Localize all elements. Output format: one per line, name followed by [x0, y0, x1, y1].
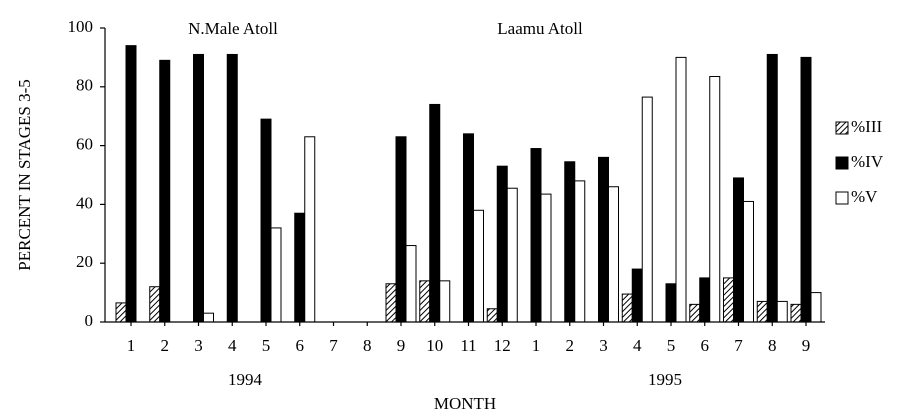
legend-label: %IV	[851, 152, 884, 171]
bar	[419, 280, 431, 323]
x-tick-label: 6	[296, 336, 305, 355]
x-axis-label: MONTH	[434, 394, 496, 413]
bar	[203, 312, 214, 323]
bar	[294, 212, 306, 323]
legend-swatch	[835, 156, 849, 170]
bar	[115, 302, 127, 323]
bar	[149, 286, 161, 323]
bar	[709, 76, 721, 323]
bar	[463, 133, 474, 323]
bar	[689, 303, 701, 323]
bar	[260, 118, 272, 323]
bar	[540, 193, 552, 323]
annotation: Laamu Atoll	[497, 19, 583, 38]
bar	[743, 200, 754, 323]
x-tick-label: 6	[701, 336, 710, 355]
legend-swatch	[835, 121, 849, 135]
year-label: 1994	[228, 370, 263, 389]
y-tick-label: 60	[76, 135, 93, 154]
bar	[756, 300, 768, 323]
y-axis-label: PERCENT IN STAGES 3-5	[15, 79, 34, 270]
legend-swatch	[835, 191, 849, 205]
bar	[486, 308, 498, 323]
x-tick-label: 9	[802, 336, 811, 355]
x-tick-label: 8	[363, 336, 372, 355]
x-tick-label: 7	[734, 336, 743, 355]
legend-label: %V	[851, 187, 878, 206]
bar	[429, 103, 441, 323]
bar	[790, 303, 802, 323]
y-tick-label: 0	[85, 311, 94, 330]
annotation: N.Male Atoll	[188, 19, 278, 38]
bar	[473, 209, 484, 323]
bar	[270, 227, 282, 323]
bar	[439, 280, 451, 323]
bar	[193, 53, 204, 323]
bar	[723, 277, 734, 323]
bar	[395, 136, 407, 323]
x-tick-label: 5	[667, 336, 676, 355]
x-tick-label: 3	[194, 336, 203, 355]
bar	[766, 53, 778, 323]
x-tick-label: 8	[768, 336, 777, 355]
legend-label: %III	[851, 117, 882, 136]
x-tick-label: 9	[397, 336, 406, 355]
bar	[530, 148, 542, 323]
bar	[564, 161, 576, 323]
bar	[608, 186, 619, 323]
x-tick-label: 4	[228, 336, 237, 355]
bar	[496, 165, 508, 323]
bar	[385, 283, 397, 323]
x-tick-label: 5	[262, 336, 271, 355]
bar	[631, 268, 643, 323]
year-label: 1995	[648, 370, 682, 389]
x-tick-label: 3	[599, 336, 608, 355]
bar	[800, 56, 812, 323]
y-tick-label: 80	[76, 76, 93, 95]
x-tick-label: 2	[566, 336, 575, 355]
bar	[405, 245, 417, 323]
y-tick-label: 40	[76, 193, 93, 212]
x-tick-label: 11	[460, 336, 476, 355]
y-tick-label: 100	[68, 17, 94, 36]
bar	[574, 180, 586, 323]
x-tick-label: 2	[161, 336, 170, 355]
bar	[665, 283, 677, 323]
x-tick-label: 1	[127, 336, 136, 355]
y-tick-label: 20	[76, 252, 93, 271]
x-tick-label: 4	[633, 336, 642, 355]
bar	[641, 96, 653, 323]
bar	[699, 277, 711, 323]
bar	[125, 45, 137, 323]
bar	[621, 293, 633, 323]
bar	[675, 56, 687, 323]
x-tick-label: 1	[532, 336, 541, 355]
bar	[598, 156, 609, 323]
bar	[159, 59, 171, 323]
bar	[810, 292, 822, 323]
bar	[304, 136, 316, 323]
bar	[776, 300, 788, 323]
bar	[506, 187, 518, 323]
x-tick-label: 7	[329, 336, 338, 355]
x-tick-label: 10	[426, 336, 443, 355]
bar	[226, 53, 238, 323]
bar	[733, 177, 744, 323]
x-tick-label: 12	[494, 336, 511, 355]
